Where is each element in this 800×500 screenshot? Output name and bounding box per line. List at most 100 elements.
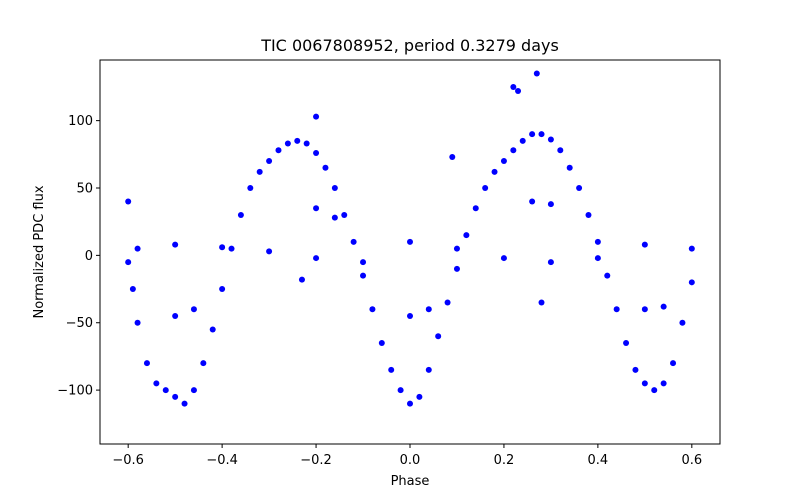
data-point [247,185,254,191]
data-point [538,299,545,306]
data-point [303,140,310,147]
x-tick-label: 0.6 [681,453,702,468]
data-point [266,158,273,165]
data-point [125,198,132,205]
data-point [369,306,376,313]
data-point [679,319,686,326]
data-point [576,185,583,191]
data-point [134,245,141,252]
data-point [519,137,526,144]
data-point [472,205,479,212]
data-point [219,244,226,251]
data-point [219,286,226,293]
x-tick-label: 0.4 [588,453,609,468]
x-tick-label: 0.2 [494,453,515,468]
y-tick-label: −100 [57,384,93,399]
data-point [331,185,338,191]
data-point [463,232,470,239]
data-point [313,205,320,212]
data-point [547,259,554,266]
data-point [416,393,423,400]
data-point [533,70,540,77]
data-point [181,400,188,407]
x-axis-label: Phase [391,474,430,489]
data-point [547,136,554,143]
data-point [651,387,658,394]
data-point [453,245,460,252]
data-point [172,241,179,248]
data-point [407,238,413,245]
data-point [134,319,141,326]
data-point [510,147,517,154]
data-point [449,154,456,161]
data-point [547,201,554,208]
chart-title: TIC 0067808952, period 0.3279 days [260,36,559,55]
data-point [641,306,648,313]
data-point [557,147,564,154]
y-tick-label: 100 [68,114,93,129]
x-tick-label: −0.4 [206,453,238,468]
data-point [228,245,235,252]
data-point [190,387,197,394]
data-point [313,149,320,156]
data-point [360,259,367,266]
y-tick-label: −50 [66,316,93,331]
data-point [407,313,413,319]
data-point [313,113,320,120]
y-tick-label: 50 [76,182,93,197]
data-points [125,70,695,407]
data-point [585,211,592,218]
data-point [482,185,489,191]
data-point [256,168,263,175]
data-point [200,360,207,367]
data-point [688,279,695,286]
axis-ticks: −0.6 −0.4 −0.2 0.0 0.2 0.4 0.6 −100 −50 0 50 100 [57,114,702,468]
data-point [266,248,273,255]
data-point [566,164,573,171]
plot-frame [99,59,721,445]
data-point [275,147,282,154]
data-point [425,306,432,313]
data-point [641,241,648,248]
data-point [378,339,385,346]
y-axis-label: Normalized PDC flux [32,185,47,318]
data-point [632,366,639,373]
data-point [594,255,601,262]
data-point [613,306,620,313]
data-point [594,238,601,245]
data-point [322,164,329,171]
data-point [407,400,413,407]
data-point [237,211,244,218]
data-point [660,380,667,387]
data-point [444,299,451,306]
data-point [425,366,432,373]
data-point [515,87,522,94]
data-point [641,380,648,387]
data-point [129,286,136,293]
data-point [435,333,442,340]
x-tick-label: −0.6 [112,453,144,468]
data-point [529,131,536,138]
data-point [172,313,179,319]
data-point [360,272,367,279]
data-point [153,380,160,387]
data-point [529,198,536,205]
data-point [172,393,179,400]
data-point [341,211,348,218]
x-tick-label: 0.0 [400,453,421,468]
data-point [350,238,357,245]
data-point [688,245,695,252]
x-tick-label: −0.2 [300,453,332,468]
data-point [209,326,216,333]
data-point [538,131,545,138]
data-point [143,360,150,367]
data-point [388,366,395,373]
data-point [294,137,301,144]
y-tick-label: 0 [85,249,93,264]
data-point [491,168,498,175]
data-point [162,387,169,394]
data-point [313,255,320,262]
data-point [453,265,460,272]
